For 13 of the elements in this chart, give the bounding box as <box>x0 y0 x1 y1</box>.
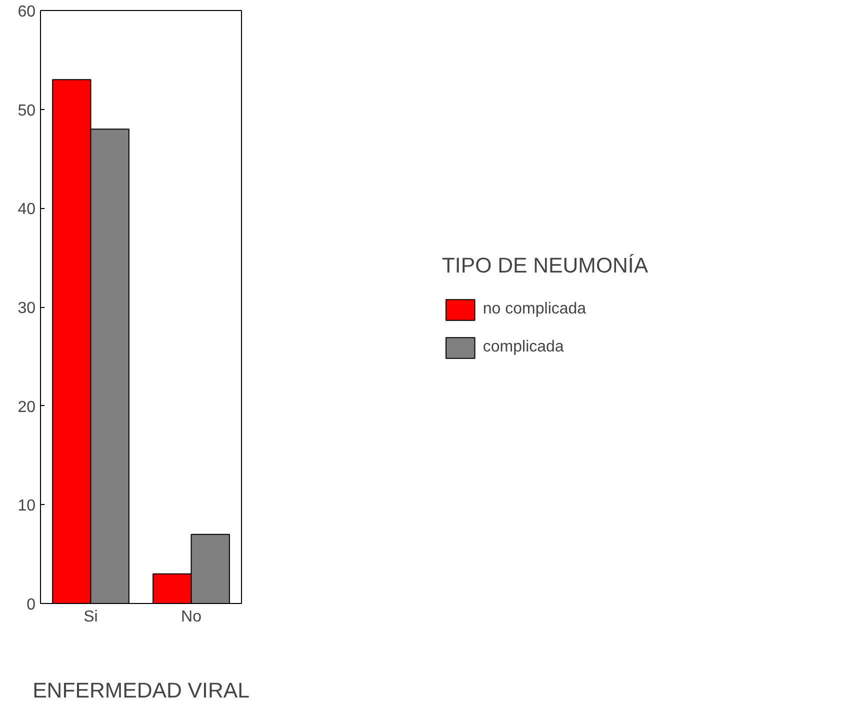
y-tick-label: 60 <box>18 4 36 20</box>
y-tick-label: 20 <box>18 398 36 416</box>
y-tick-label: 30 <box>18 300 36 317</box>
legend-label: no complicada <box>482 300 586 318</box>
y-tick-label: 10 <box>18 498 36 515</box>
y-tick-label: 0 <box>26 596 36 614</box>
x-tick-label: No <box>181 608 202 626</box>
x-tick-label: Si <box>84 608 98 626</box>
y-tick-label: 50 <box>18 102 36 120</box>
x-axis-title: ENFERMEDAD VIRAL <box>32 678 250 702</box>
legend-title: TIPO DE NEUMONÍA <box>442 253 648 278</box>
legend-label: complicada <box>482 338 564 356</box>
y-tick-label: 40 <box>18 201 36 218</box>
